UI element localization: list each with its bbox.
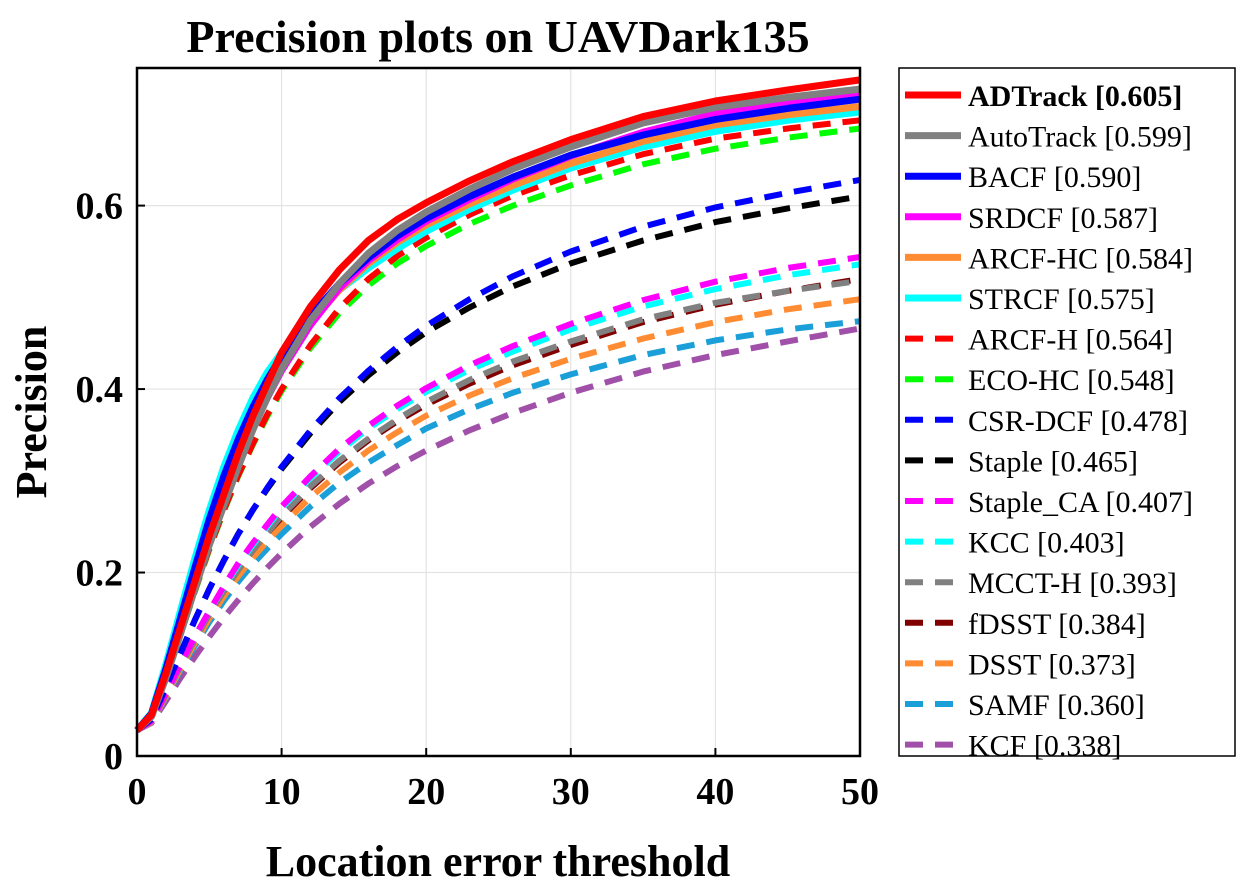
y-tick-label: 0 [104,736,123,778]
x-tick-label: 10 [263,771,301,813]
legend-label: DSST [0.373] [968,648,1136,681]
x-tick-label: 40 [696,771,734,813]
legend-label: KCF [0.338] [968,730,1121,763]
legend-label: ARCF-H [0.564] [968,324,1173,357]
legend-label: BACF [0.590] [968,161,1141,194]
legend-label: Staple [0.465] [968,445,1138,478]
legend-label: CSR-DCF [0.478] [968,405,1188,438]
legend-label: MCCT-H [0.393] [968,567,1177,600]
series-line [135,176,861,733]
x-tick-label: 20 [407,771,445,813]
legend: ADTrack [0.605] AutoTrack [0.599] BACF [0.… [898,67,1236,763]
y-axis-ticks: 0 0.2 0.4 0.6 [76,186,145,778]
legend-label: ARCF-HC [0.584] [968,242,1193,275]
y-tick-label: 0.2 [76,553,124,595]
x-tick-label: 30 [552,771,590,813]
legend-label: Staple_CA [0.407] [968,486,1193,519]
legend-label: STRCF [0.575] [968,283,1155,316]
y-tick-label: 0.6 [76,186,124,228]
plot-series [134,76,861,733]
legend-items: ADTrack [0.605] AutoTrack [0.599] BACF [0.… [905,80,1193,763]
legend-label: AutoTrack [0.599] [968,121,1192,154]
legend-label: ECO-HC [0.548] [968,364,1175,397]
plot-frame [135,66,862,758]
series-line [135,193,861,733]
legend-label: KCC [0.403] [968,527,1125,560]
legend-label: fDSST [0.384] [968,608,1146,641]
x-tick-label: 0 [128,771,147,813]
series-line [135,296,861,733]
y-axis-label: Precision [7,326,56,499]
series-line [135,254,861,733]
chart-title: Precision plots on UAVDark135 [186,11,809,62]
legend-label: SAMF [0.360] [968,689,1145,722]
legend-label: ADTrack [0.605] [968,80,1182,113]
legend-box [898,67,1236,757]
y-tick-label: 0.4 [76,369,124,411]
series-line [134,76,861,733]
x-axis-label: Location error threshold [266,837,730,886]
x-axis-ticks: 0 10 20 30 40 50 [128,748,879,813]
x-tick-label: 50 [841,771,879,813]
legend-label: SRDCF [0.587] [968,202,1158,235]
